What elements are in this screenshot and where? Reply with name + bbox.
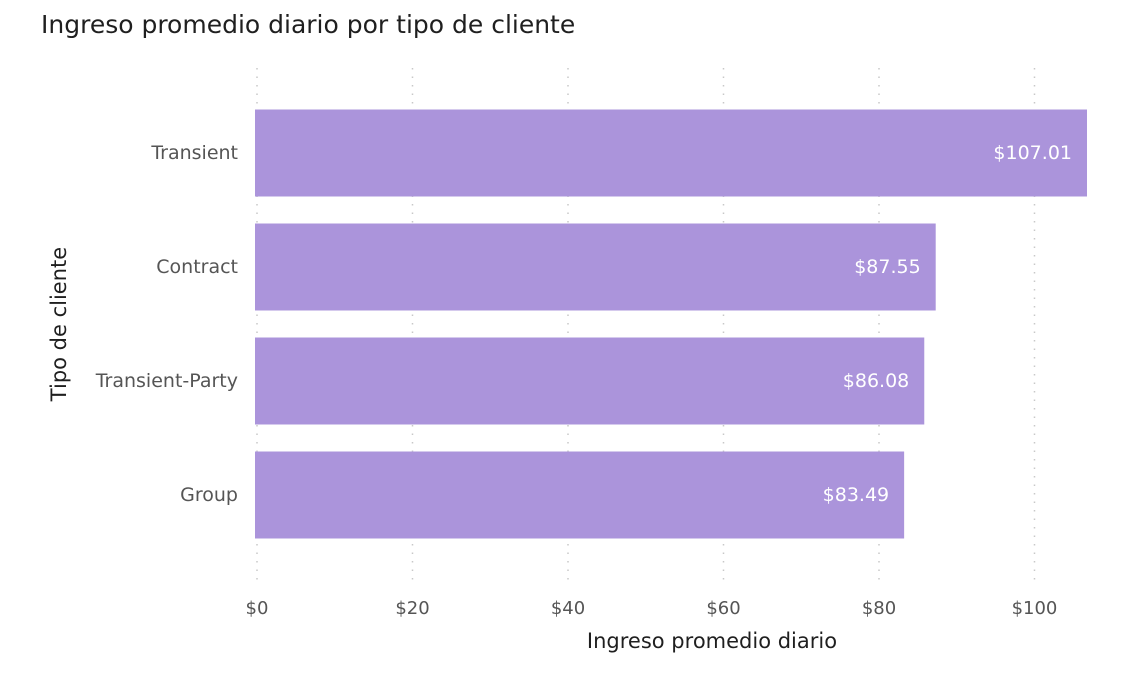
x-tick-label: $80 <box>862 598 896 619</box>
data-label: $86.08 <box>843 370 909 392</box>
category-label: Contract <box>156 256 238 278</box>
category-label: Group <box>180 484 238 506</box>
x-tick-label: $100 <box>1012 598 1058 619</box>
data-label: $87.55 <box>854 256 920 278</box>
x-axis-ticks: $0 $20 $40 $60 $80 $100 <box>246 598 1058 619</box>
data-label: $107.01 <box>993 142 1072 164</box>
data-label: $83.49 <box>823 484 889 506</box>
category-label: Transient-Party <box>95 370 238 392</box>
y-axis-title: Tipo de cliente <box>47 247 71 402</box>
bar <box>255 109 1087 197</box>
x-axis-title: Ingreso promedio diario <box>587 629 837 653</box>
data-labels: $107.01 $87.55 $86.08 $83.49 <box>823 142 1072 506</box>
bar <box>255 223 936 311</box>
x-tick-label: $0 <box>246 598 269 619</box>
x-tick-label: $20 <box>395 598 429 619</box>
bar <box>255 451 905 539</box>
bars-group <box>255 109 1087 539</box>
category-label: Transient <box>150 142 238 164</box>
x-tick-label: $40 <box>551 598 585 619</box>
chart-title: Ingreso promedio diario por tipo de clie… <box>41 10 575 39</box>
x-tick-label: $60 <box>706 598 740 619</box>
bar <box>255 337 925 425</box>
category-labels: Transient Contract Transient-Party Group <box>95 142 238 506</box>
